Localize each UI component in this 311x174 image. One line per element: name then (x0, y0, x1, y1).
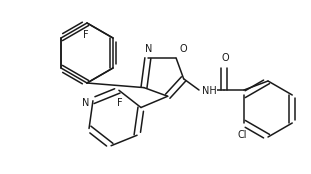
Text: O: O (221, 53, 229, 63)
Text: N: N (145, 44, 153, 54)
Text: O: O (179, 44, 187, 54)
Text: F: F (83, 30, 89, 40)
Text: N: N (81, 98, 89, 108)
Text: NH: NH (202, 86, 217, 96)
Text: Cl: Cl (237, 130, 247, 140)
Text: F: F (117, 98, 123, 108)
